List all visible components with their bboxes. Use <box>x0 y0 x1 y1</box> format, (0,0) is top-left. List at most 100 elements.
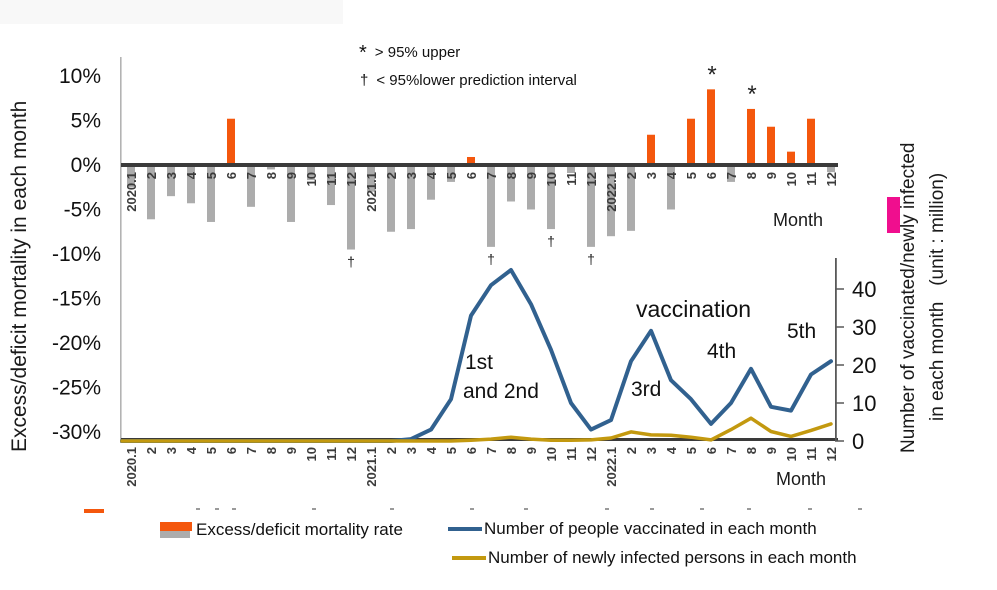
y-tick-label: -15% <box>52 288 101 311</box>
x-tick-label: 9 <box>284 447 299 454</box>
y-tick-label: 10 <box>852 391 876 416</box>
dagger-icon: † <box>360 72 369 89</box>
x-tick-label: 12 <box>824 172 839 186</box>
mortality-bar <box>567 165 575 174</box>
mortality-bar <box>227 118 235 165</box>
gray-swatch <box>160 530 190 538</box>
dagger-marker: † <box>347 254 355 270</box>
text-artifact-dot <box>312 508 316 510</box>
bottom-chart-x-tick-labels: 2020.1 2 3 4 5 6 7 8 9 10 11 12 2021.1 2 3 4 5 6 7 8 9 10 11 12… <box>124 446 839 487</box>
text-artifact-dot <box>858 508 862 510</box>
mortality-legend-swatch <box>160 521 192 539</box>
x-tick-label: 11 <box>804 172 819 186</box>
x-tick-label: 6 <box>704 447 719 454</box>
dagger-marker: † <box>547 233 555 249</box>
mortality-bar <box>667 165 675 210</box>
x-tick-label: 11 <box>324 447 339 461</box>
text-artifact-dot <box>808 508 812 510</box>
mortality-bar <box>307 165 315 181</box>
x-tick-label: 5 <box>444 172 459 179</box>
x-tick-label: 5 <box>444 447 459 454</box>
x-tick-label: 12 <box>824 447 839 461</box>
mortality-bar <box>527 165 535 210</box>
mortality-bars <box>127 89 835 250</box>
x-tick-label: 2 <box>384 172 399 179</box>
x-tick-label: 3 <box>644 447 659 454</box>
x-tick-label: 2 <box>624 447 639 454</box>
bottom-chart-y-ticks: 40 30 20 10 0 <box>835 277 876 454</box>
top-strip-artifact <box>0 0 343 24</box>
x-tick-label: 10 <box>784 447 799 461</box>
bottom-chart-y-axis-title-line2: in each month (unit : million) <box>927 172 948 421</box>
x-tick-label: 12 <box>344 447 359 461</box>
mortality-bar <box>627 165 635 231</box>
x-tick-label: 7 <box>244 172 259 179</box>
mortality-bar <box>787 151 795 165</box>
x-tick-label: 8 <box>504 447 519 454</box>
annotation-wave-4th: 4th <box>707 340 737 363</box>
note-star-text: > 95% upper <box>374 44 461 61</box>
legend-vaccinated: Number of people vaccinated in each mont… <box>448 519 817 539</box>
x-tick-label: 4 <box>664 171 679 179</box>
x-tick-label: 8 <box>264 172 279 179</box>
legend-vaccinated-label: Number of people vaccinated in each mont… <box>484 519 817 538</box>
significance-markers: † † † † * * <box>347 61 757 269</box>
x-tick-label: 8 <box>504 172 519 179</box>
mortality-bar <box>167 165 175 197</box>
mortality-bar <box>347 165 355 250</box>
mortality-bar <box>247 165 255 207</box>
magenta-marker <box>887 197 900 233</box>
x-tick-label: 4 <box>184 171 199 179</box>
text-artifact-dot <box>196 508 200 510</box>
x-tick-label: 9 <box>524 447 539 454</box>
mortality-bar <box>547 165 555 230</box>
line-series <box>120 268 833 443</box>
asterisk-icon: * <box>359 41 367 64</box>
mortality-bar <box>207 165 215 222</box>
gold-line-swatch <box>452 556 486 560</box>
x-tick-label: 4 <box>424 171 439 179</box>
top-chart-x-tick-labels: 2020.1 2 3 4 5 6 7 8 9 10 11 12 2021.1 2 3 4 5 6 7 8 9 10 11 12… <box>124 171 839 212</box>
x-tick-label: 4 <box>184 446 199 454</box>
text-artifact-dot <box>747 508 751 510</box>
blue-line-swatch <box>448 527 482 531</box>
x-tick-label: 2 <box>624 172 639 179</box>
y-tick-label: -20% <box>52 332 101 355</box>
x-tick-label: 11 <box>804 447 819 461</box>
x-tick-label: 8 <box>744 172 759 179</box>
mortality-bar <box>507 165 515 202</box>
x-tick-label: 2022.1 <box>604 447 619 487</box>
top-chart-x-axis-title: Month <box>773 210 824 230</box>
text-artifact-dot <box>470 508 474 510</box>
x-tick-label: 8 <box>744 447 759 454</box>
x-tick-label: 7 <box>484 172 499 179</box>
x-tick-label: 12 <box>344 172 359 186</box>
y-tick-label: 10% <box>59 65 101 88</box>
y-tick-label: -10% <box>52 243 101 266</box>
x-tick-label: 3 <box>644 172 659 179</box>
x-tick-label: 5 <box>684 447 699 454</box>
x-tick-label: 11 <box>564 447 579 461</box>
text-artifact-dot <box>650 508 654 510</box>
text-artifact-dot <box>524 508 528 510</box>
x-tick-label: 2020.1 <box>124 447 139 487</box>
mortality-bar <box>727 165 735 182</box>
x-tick-label: 10 <box>544 172 559 186</box>
mortality-bar <box>647 134 655 165</box>
mortality-bar <box>407 165 415 230</box>
x-tick-label: 3 <box>164 172 179 179</box>
note-dagger-text: < 95%lower prediction interval <box>376 72 577 89</box>
x-tick-label: 2022.1 <box>604 172 619 212</box>
mortality-bar <box>767 126 775 165</box>
x-tick-label: 7 <box>244 447 259 454</box>
x-tick-label: 6 <box>704 172 719 179</box>
legend-infected-label: Number of newly infected persons in each… <box>488 548 857 567</box>
mortality-bar <box>687 118 695 165</box>
mortality-bar <box>587 165 595 247</box>
text-artifact-dot <box>232 508 236 510</box>
mortality-bar <box>367 165 375 192</box>
x-tick-label: 11 <box>564 172 579 186</box>
y-tick-label: 5% <box>71 110 101 133</box>
mortality-bar <box>427 165 435 200</box>
annotation-wave-5th: 5th <box>787 320 817 343</box>
